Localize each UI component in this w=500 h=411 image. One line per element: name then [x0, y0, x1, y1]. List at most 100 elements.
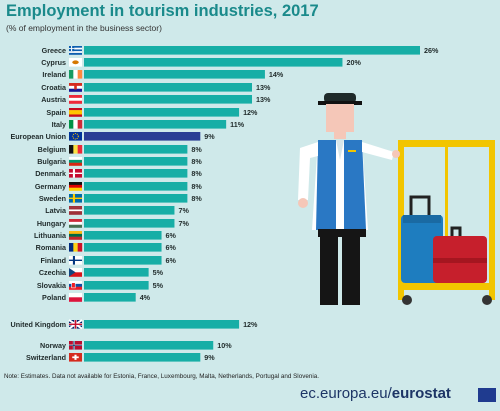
norway-flag-icon — [69, 341, 82, 350]
eu-flag-logo-icon — [478, 388, 496, 402]
value-label-cyprus: 20% — [346, 58, 361, 67]
source-domain: ec.europa.eu/ — [300, 385, 392, 402]
category-label-ireland: Ireland — [42, 70, 66, 79]
value-label-norway: 10% — [217, 341, 232, 350]
value-label-united-kingdom: 12% — [243, 320, 258, 329]
category-label-slovakia: Slovakia — [37, 281, 67, 290]
category-label-germany: Germany — [35, 182, 66, 191]
italy-flag-icon — [69, 120, 83, 129]
lithuania-flag-icon — [69, 231, 82, 240]
bar-switzerland — [84, 353, 201, 362]
category-label-croatia: Croatia — [41, 83, 67, 92]
category-label-switzerland: Switzerland — [26, 353, 66, 362]
hungary-flag-icon — [69, 219, 82, 228]
value-label-latvia: 7% — [178, 206, 189, 215]
bar-austria — [84, 95, 252, 104]
category-label-czechia: Czechia — [39, 268, 67, 277]
value-label-belgium: 8% — [191, 145, 202, 154]
category-label-european-union: European Union — [10, 132, 66, 141]
croatia-flag-icon — [69, 83, 82, 92]
cyprus-flag-icon — [69, 58, 82, 67]
category-label-romania: Romania — [36, 243, 67, 252]
chart-note: Note: Estimates. Data not available for … — [4, 373, 320, 380]
bar-finland — [84, 256, 162, 265]
category-label-bulgaria: Bulgaria — [37, 157, 67, 166]
value-label-poland: 4% — [140, 293, 151, 302]
value-label-denmark: 8% — [191, 169, 202, 178]
bar-poland — [84, 293, 136, 302]
value-label-sweden: 8% — [191, 194, 202, 203]
uk-flag-icon — [68, 319, 83, 330]
bars-layer: Greece 26% Cyprus 20% Ireland 14% Croatia 13% Au… — [10, 46, 439, 362]
poland-flag-icon — [69, 293, 82, 302]
bar-croatia — [84, 83, 252, 92]
value-label-austria: 13% — [256, 95, 271, 104]
source-url[interactable]: ec.europa.eu/eurostat — [300, 385, 451, 402]
sweden-flag-icon — [69, 194, 82, 203]
category-label-finland: Finland — [40, 256, 66, 265]
belgium-flag-icon — [69, 145, 83, 154]
bar-czechia — [84, 268, 149, 277]
bar-denmark — [84, 169, 188, 178]
value-label-romania: 6% — [166, 243, 177, 252]
spain-flag-icon — [69, 108, 82, 117]
value-label-germany: 8% — [191, 182, 202, 191]
category-label-spain: Spain — [46, 108, 66, 117]
category-label-latvia: Latvia — [45, 206, 67, 215]
value-label-hungary: 7% — [178, 219, 189, 228]
slovakia-flag-icon — [69, 281, 82, 290]
bar-belgium — [84, 145, 188, 154]
greece-flag-icon — [69, 46, 82, 55]
bar-chart: Greece 26% Cyprus 20% Ireland 14% Croatia 13% Au… — [10, 46, 495, 362]
category-label-norway: Norway — [40, 341, 66, 350]
germany-flag-icon — [69, 182, 82, 191]
ireland-flag-icon — [69, 70, 83, 79]
value-label-slovakia: 5% — [153, 281, 164, 290]
bulgaria-flag-icon — [69, 157, 82, 166]
romania-flag-icon — [69, 243, 83, 252]
chart-title: Employment in tourism industries, 2017 — [6, 2, 319, 20]
hotel-porter-illustration — [298, 93, 495, 305]
bar-european-union — [84, 132, 201, 141]
bar-romania — [84, 243, 162, 252]
category-label-poland: Poland — [42, 293, 66, 302]
bar-ireland — [84, 70, 265, 79]
austria-flag-icon — [69, 95, 82, 104]
value-label-croatia: 13% — [256, 83, 271, 92]
porter-figure — [298, 93, 400, 305]
category-label-sweden: Sweden — [39, 194, 66, 203]
category-label-united-kingdom: United Kingdom — [11, 320, 67, 329]
bar-lithuania — [84, 231, 162, 240]
category-label-greece: Greece — [42, 46, 66, 55]
category-label-lithuania: Lithuania — [34, 231, 67, 240]
bar-cyprus — [84, 58, 343, 67]
value-label-lithuania: 6% — [166, 231, 177, 240]
bar-germany — [84, 182, 188, 191]
category-label-denmark: Denmark — [35, 169, 66, 178]
bar-italy — [84, 120, 227, 129]
category-label-italy: Italy — [52, 120, 66, 129]
bar-spain — [84, 108, 240, 117]
finland-flag-icon — [69, 256, 82, 265]
value-label-ireland: 14% — [269, 70, 284, 79]
bar-latvia — [84, 206, 175, 215]
bar-sweden — [84, 194, 188, 203]
value-label-italy: 11% — [230, 120, 245, 129]
value-label-spain: 12% — [243, 108, 258, 117]
value-label-european-union: 9% — [204, 132, 215, 141]
source-brand: eurostat — [391, 385, 451, 402]
suitcase-icon — [401, 195, 487, 283]
category-label-cyprus: Cyprus — [41, 58, 66, 67]
bar-united-kingdom — [84, 320, 240, 329]
chart-subtitle: (% of employment in the business sector) — [6, 23, 162, 33]
value-label-switzerland: 9% — [204, 353, 215, 362]
bar-slovakia — [84, 281, 149, 290]
value-label-greece: 26% — [424, 46, 439, 55]
bar-greece — [84, 46, 420, 55]
value-label-czechia: 5% — [153, 268, 164, 277]
category-label-belgium: Belgium — [38, 145, 66, 154]
category-label-hungary: Hungary — [37, 219, 66, 228]
category-label-austria: Austria — [41, 95, 67, 104]
latvia-flag-icon — [69, 206, 82, 215]
